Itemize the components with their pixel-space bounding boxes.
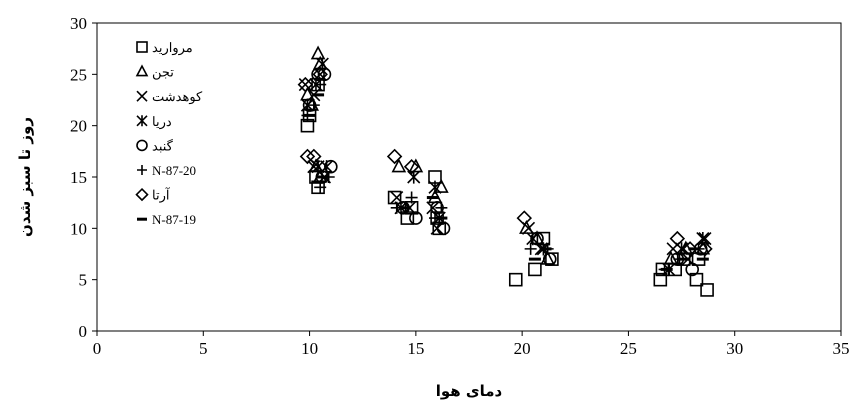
legend-label: N-87-19 (152, 212, 196, 227)
legend-marker-plus (137, 165, 147, 175)
plot-area (96, 22, 842, 332)
legend: مروارید تجن کوهدشت دریا گنبد N-87-20 آرتا N-87-… (135, 40, 203, 227)
x-tick-label: 25 (620, 339, 637, 358)
point-square (387, 190, 402, 205)
point-plus (314, 181, 327, 194)
legend-label: آرتا (152, 187, 171, 204)
point-circle (311, 67, 325, 82)
point-circle (409, 211, 423, 225)
point-asterisk (407, 170, 421, 184)
y-tick-label: 20 (70, 117, 87, 136)
point-diamond (386, 148, 403, 165)
point-diamond (312, 66, 328, 83)
point-square (653, 272, 668, 287)
legend-marker-triangle (135, 64, 149, 77)
legend-marker-diamond (135, 187, 149, 202)
point-diamond (697, 241, 713, 257)
x-tick-label: 20 (514, 339, 531, 358)
point-x (298, 78, 312, 92)
point-asterisk (428, 180, 442, 194)
x-tick-label: 5 (199, 339, 208, 358)
point-triangle (434, 178, 449, 193)
point-triangle (663, 250, 679, 265)
legend-label: گنبد (152, 138, 174, 153)
point-square (508, 272, 523, 287)
legend-marker-circle (136, 139, 148, 152)
point-plus (307, 99, 320, 112)
point-diamond (297, 76, 314, 93)
point-circle (542, 252, 557, 266)
legend-label: تجن (152, 65, 174, 81)
legend-marker-asterisk (136, 115, 148, 127)
y-tick-label: 15 (70, 168, 87, 187)
point-diamond (516, 210, 532, 226)
point-circle (317, 67, 332, 82)
x-tick-label: 30 (726, 339, 743, 358)
point-square (528, 262, 542, 277)
point-plus (524, 242, 537, 255)
legend-marker-x (136, 90, 148, 102)
point-diamond (669, 230, 686, 247)
point-plus (405, 191, 418, 204)
legend-label: N-87-20 (152, 163, 196, 178)
x-axis-title: دمای هوا (436, 382, 503, 400)
point-triangle (310, 45, 326, 60)
legend-label: دریا (152, 114, 172, 130)
point-circle (324, 159, 338, 174)
data-points (297, 45, 714, 297)
point-diamond (306, 148, 322, 165)
point-circle (685, 262, 700, 277)
y-tick-label: 5 (79, 271, 88, 290)
y-axis-title: روز تا سبز شدن (16, 117, 34, 237)
point-circle (436, 221, 451, 236)
legend-label: مروارید (152, 40, 193, 56)
point-diamond (682, 241, 698, 257)
legend-marker-square (136, 41, 148, 53)
y-tick-label: 30 (70, 14, 87, 33)
point-x (426, 201, 440, 215)
point-diamond (403, 159, 420, 175)
point-square (700, 283, 714, 297)
point-triangle (391, 158, 407, 173)
point-diamond (299, 148, 316, 165)
y-tick-label: 25 (70, 65, 87, 84)
axes: 0 5 10 15 20 25 30 35 0 5 10 15 20 25 30 (70, 14, 850, 358)
y-tick-label: 10 (70, 219, 87, 238)
point-plus (435, 201, 448, 214)
legend-label: کوهدشت (152, 89, 203, 105)
x-tick-label: 0 (93, 339, 102, 358)
point-circle (530, 231, 544, 246)
y-tick-label: 0 (79, 322, 88, 341)
x-tick-label: 15 (407, 339, 424, 358)
x-tick-label: 35 (833, 339, 850, 358)
point-triangle (408, 158, 424, 173)
x-tick-label: 10 (301, 339, 318, 358)
